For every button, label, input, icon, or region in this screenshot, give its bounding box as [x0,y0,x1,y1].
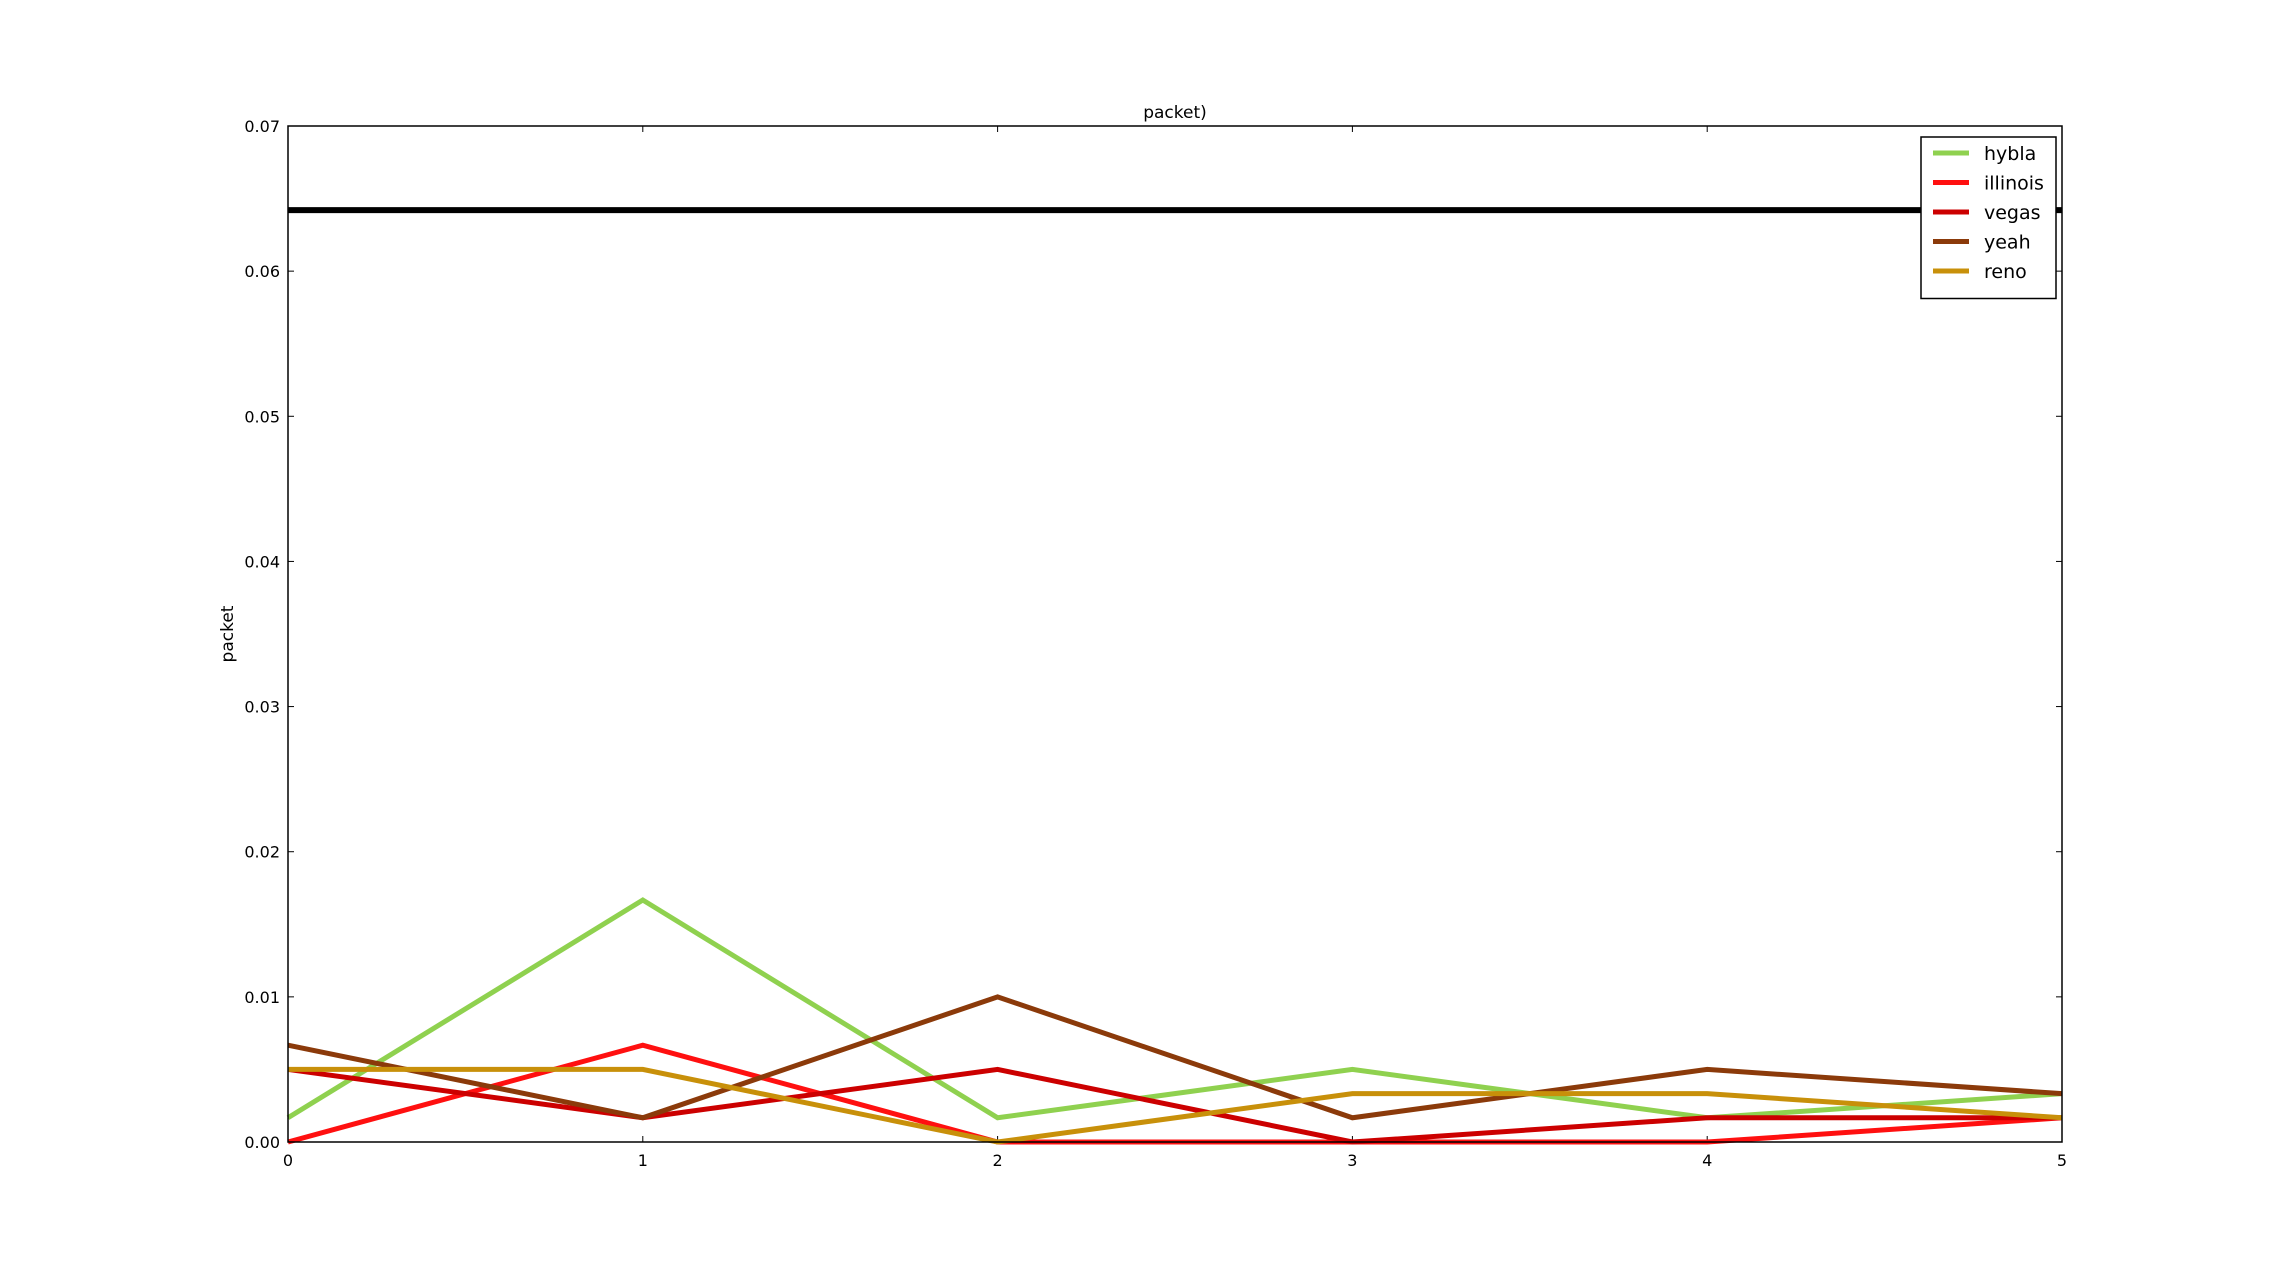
legend-label-hybla: hybla [1984,143,2036,165]
axis-ticks: 0 1 2 3 4 5 0.00 0.01 0.02 0.03 0.04 0.05 0.06 0.07 [244,117,2067,1170]
y-tick-label: 0.02 [244,843,280,862]
x-tick-label: 1 [638,1151,648,1170]
x-tick-label: 5 [2057,1151,2067,1170]
series-lines [286,207,2063,1145]
legend-label-vegas: vegas [1984,202,2041,224]
legend: hybla illinois vegas yeah reno [1920,136,2057,300]
x-tick-label: 3 [1347,1151,1357,1170]
series-line-hybla [286,897,2063,1121]
legend-label-illinois: illinois [1984,173,2044,195]
y-tick-label: 0.07 [244,117,280,136]
x-tick-label: 2 [993,1151,1003,1170]
legend-label-reno: reno [1984,261,2027,283]
y-tick-label: 0.05 [244,407,280,426]
series-line-yeah [287,994,2063,1121]
series-line-reno [288,1066,2063,1145]
x-tick-label: 4 [1702,1151,1712,1170]
plot-frame [287,125,2063,1143]
y-tick-label: 0.04 [244,552,280,571]
y-tick-label: 0.01 [244,988,280,1007]
y-axis-label: packet [218,605,238,662]
y-tick-label: 0.00 [244,1133,280,1152]
chart-title: packet) [1143,103,1207,123]
y-tick-label: 0.03 [244,698,280,717]
series-line-vegas [287,1066,2062,1145]
y-tick-label: 0.06 [244,262,280,281]
legend-label-yeah: yeah [1984,232,2031,254]
x-tick-label: 0 [283,1151,293,1170]
